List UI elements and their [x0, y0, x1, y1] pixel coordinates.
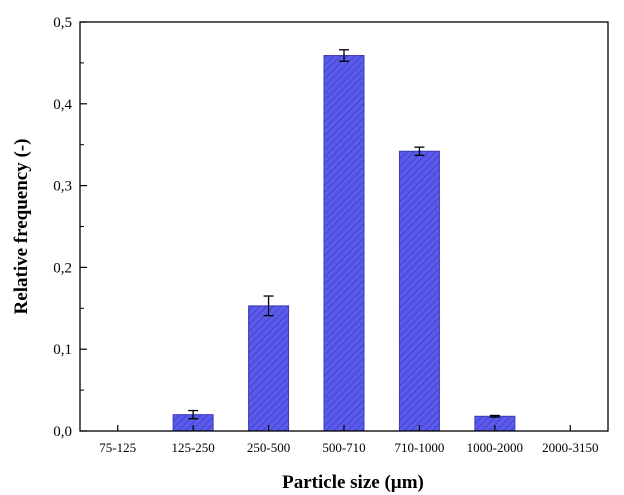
x-tick-label: 1000-2000	[467, 440, 523, 455]
y-axis-title: Relative frequency (-)	[11, 139, 32, 315]
x-tick-label: 75-125	[99, 440, 136, 455]
x-axis: 75-125 125-250 250-500 500-710 710-1000 1000-…	[99, 425, 598, 455]
bars	[172, 55, 516, 432]
error-bar-250-500	[263, 295, 274, 317]
x-axis-title: Particle size (µm)	[282, 472, 424, 493]
error-bar-125-250	[188, 409, 199, 420]
x-tick-label: 125-250	[171, 440, 214, 455]
bar-250-500	[248, 305, 290, 432]
x-tick-label: 2000-3150	[542, 440, 598, 455]
y-axis: 0,0 0,1 0,2 0,3 0,4 0,5	[53, 15, 87, 440]
error-bars	[188, 49, 500, 420]
error-bar-500-710	[339, 49, 349, 62]
y-tick-label: 0,4	[53, 97, 72, 113]
y-tick-label: 0,3	[53, 179, 72, 195]
y-tick-label: 0,1	[53, 342, 72, 358]
y-tick-label: 0,2	[53, 260, 72, 276]
y-tick-label: 0,0	[53, 424, 72, 440]
bar-500-710	[323, 55, 365, 432]
x-tick-label: 500-710	[322, 440, 365, 455]
y-tick-label: 0,5	[53, 15, 72, 31]
x-tick-label: 710-1000	[395, 440, 445, 455]
error-bar-710-1000	[414, 146, 425, 156]
bar-710-1000	[398, 150, 440, 432]
x-tick-label: 250-500	[247, 440, 290, 455]
error-bar-1000-2000	[489, 414, 500, 418]
